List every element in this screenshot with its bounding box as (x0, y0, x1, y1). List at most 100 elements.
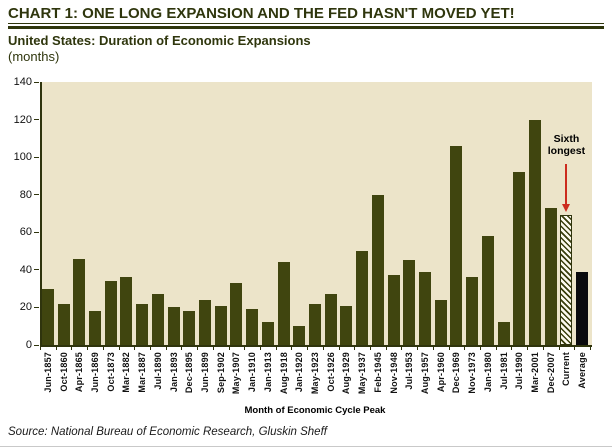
x-axis-tick-label: Average (577, 352, 588, 389)
y-axis-tick (34, 306, 39, 308)
x-axis-tick-label: Dec-2007 (545, 352, 556, 394)
bar-jan-1910 (246, 309, 259, 345)
x-axis-tick-label: Oct-1860 (58, 352, 69, 392)
bar-jan-1920 (293, 326, 306, 345)
x-axis-tick (55, 347, 57, 350)
x-axis-tick (480, 347, 481, 350)
bar-jan-1913 (261, 322, 274, 345)
annotation-arrow (565, 164, 568, 206)
x-axis-tick-label: May-1937 (357, 352, 368, 395)
x-axis-tick-label: Jul-1990 (514, 352, 525, 390)
bar-mar-1887 (136, 303, 149, 345)
x-axis-tick (228, 347, 230, 350)
x-axis-tick (417, 347, 419, 350)
bar-current (560, 215, 573, 345)
y-axis-tick (34, 119, 39, 121)
x-axis-tick-label: Dec-1895 (184, 352, 195, 394)
x-axis-tick-label: Mar-2001 (530, 352, 540, 393)
x-axis-tick (527, 347, 529, 350)
page-title: CHART 1: ONE LONG EXPANSION AND THE FED … (8, 5, 515, 22)
bar-apr-1960 (434, 299, 447, 345)
bar-jun-1869 (89, 311, 101, 345)
x-axis-tick-label: Dec-1969 (451, 352, 462, 394)
x-axis-tick-label: Current (561, 352, 572, 386)
x-axis-tick (448, 347, 450, 350)
x-axis-tick (150, 347, 151, 350)
bar-jun-1857 (41, 288, 54, 345)
x-axis-tick-label: Feb-1945 (372, 352, 383, 393)
bar-jun-1899 (199, 299, 211, 345)
x-axis-tick (354, 347, 356, 350)
x-axis-tick-label: Jan-1910 (247, 352, 258, 393)
bar-jul-1953 (403, 260, 416, 345)
x-axis-tick (212, 347, 214, 350)
x-axis-tick-label: Nov-1948 (388, 352, 399, 394)
x-axis-tick (71, 347, 73, 350)
x-axis-tick (118, 347, 120, 350)
x-axis-tick (102, 347, 104, 350)
annotation-label: Sixth longest (547, 133, 586, 157)
x-axis-tick (370, 347, 371, 350)
y-axis-tick (34, 194, 39, 196)
bar-jul-1890 (151, 294, 164, 345)
chart-units-label: (months) (8, 49, 60, 64)
bar-aug-1929 (340, 305, 353, 345)
y-axis-tick-label: 140 (13, 76, 32, 88)
bar-sep-1902 (214, 305, 227, 345)
bar-aug-1957 (419, 271, 431, 345)
x-axis-tick (40, 347, 41, 350)
x-axis-tick-label: Jun-1857 (42, 352, 53, 393)
x-axis-tick-label: Sep-1902 (215, 352, 226, 394)
annotation-arrow-head (562, 204, 571, 213)
x-axis-tick-label: Jan-1980 (482, 352, 493, 393)
y-axis-tick-label: 0 (25, 339, 32, 351)
x-axis-tick (338, 347, 340, 350)
x-axis-tick (275, 347, 277, 350)
bar-oct-1926 (324, 294, 337, 345)
bar-jul-1990 (513, 172, 526, 345)
bar-jan-1893 (167, 307, 180, 345)
y-axis-tick-label: 40 (19, 263, 32, 276)
x-axis-tick-label: Nov-1973 (467, 352, 478, 394)
x-axis-tick (291, 347, 293, 350)
x-axis-tick (590, 347, 591, 350)
title-rule-divider (8, 23, 604, 29)
x-axis-tick (401, 347, 403, 350)
x-axis-tick (464, 347, 466, 350)
bar-dec-2007 (544, 207, 557, 345)
bar-dec-1895 (183, 311, 196, 345)
bar-may-1907 (230, 283, 243, 345)
x-axis-tick-label: Jun-1899 (200, 352, 210, 393)
y-axis-tick (34, 269, 39, 271)
y-axis-tick (34, 156, 39, 158)
x-axis-tick (134, 347, 136, 350)
bar-dec-1969 (450, 145, 463, 345)
x-axis-tick (574, 347, 576, 350)
bar-oct-1873 (104, 281, 117, 345)
x-axis-tick (197, 347, 199, 350)
x-axis-tick-label: Oct-1873 (105, 352, 116, 392)
x-axis-tick-label: Jul-1890 (152, 352, 163, 390)
y-axis-tick-label: 60 (19, 226, 32, 239)
chart-subtitle: United States: Duration of Economic Expa… (8, 33, 311, 48)
x-axis-tick (385, 347, 387, 350)
x-axis-tick (165, 347, 167, 350)
x-axis-tick (307, 347, 309, 350)
x-axis-tick (558, 347, 560, 350)
bar-nov-1948 (387, 275, 400, 345)
x-axis-tick (87, 347, 89, 350)
bar-aug-1918 (277, 262, 290, 345)
x-axis-tick-label: Jan-1913 (262, 352, 273, 393)
y-axis-tick-label: 100 (13, 151, 32, 164)
x-axis-tick-label: Apr-1960 (435, 352, 446, 393)
x-axis-tick-label: Jun-1869 (90, 352, 100, 393)
x-axis-tick-label: Apr-1865 (74, 352, 85, 393)
x-axis-tick-label: Jan-1920 (294, 352, 305, 393)
x-axis-tick-label: Jul-1981 (498, 352, 509, 390)
bar-feb-1945 (371, 194, 384, 345)
x-axis-tick (511, 347, 513, 350)
x-axis-tick (181, 347, 183, 350)
x-axis-tick (260, 347, 261, 350)
x-axis-tick-label: Mar-1882 (121, 352, 132, 393)
